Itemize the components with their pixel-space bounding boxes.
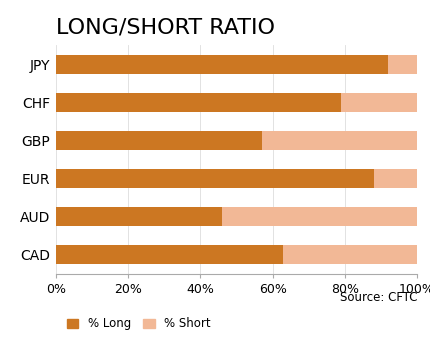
Bar — [374, 169, 417, 188]
Bar — [56, 93, 341, 112]
Bar — [341, 93, 417, 112]
Legend: % Long, % Short: % Long, % Short — [62, 312, 215, 335]
Bar — [56, 245, 283, 264]
Bar — [56, 55, 388, 74]
Bar — [56, 207, 222, 226]
Bar — [283, 245, 417, 264]
Text: Source: CFTC: Source: CFTC — [340, 291, 417, 304]
Bar — [262, 131, 417, 150]
Bar — [388, 55, 417, 74]
Bar — [56, 169, 374, 188]
Text: LONG/SHORT RATIO: LONG/SHORT RATIO — [56, 17, 275, 37]
Bar — [222, 207, 417, 226]
Bar — [56, 131, 262, 150]
